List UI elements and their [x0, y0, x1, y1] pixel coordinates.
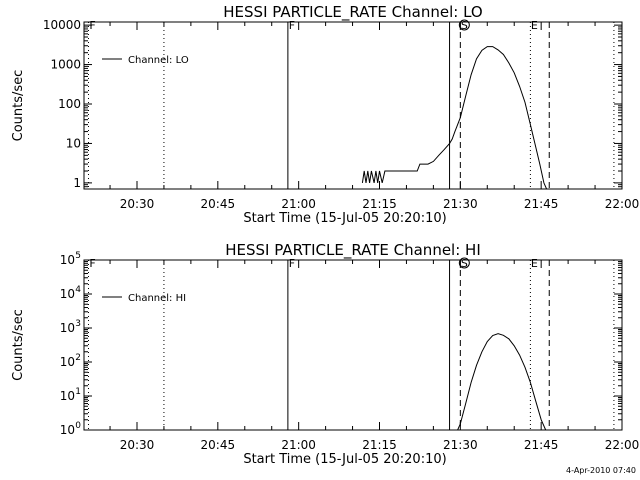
y-axis-label: Counts/sec	[11, 309, 26, 381]
x-tick-label: 20:45	[201, 438, 236, 452]
y-tick-label: 10	[60, 355, 75, 369]
legend-label: Channel: LO	[128, 55, 189, 66]
plot-frame	[83, 259, 623, 431]
x-axis-label: Start Time (15-Jul-05 20:20:10)	[243, 452, 446, 467]
event-marker-label: F	[89, 257, 95, 270]
legend-label: Channel: HI	[128, 293, 186, 304]
x-tick-label: 20:30	[120, 438, 155, 452]
x-tick-label: 21:30	[443, 197, 478, 211]
x-tick-label: 21:15	[362, 438, 397, 452]
event-marker-label: F	[89, 19, 95, 32]
chart-title: HESSI PARTICLE_RATE Channel: LO	[223, 3, 482, 22]
y-tick-exponent: 5	[75, 251, 81, 261]
y-tick-label: 10	[60, 287, 75, 301]
y-tick-label: 10	[60, 253, 75, 267]
event-marker-label: S	[461, 257, 468, 270]
y-tick-exponent: 4	[75, 285, 81, 295]
y-axis-label: Counts/sec	[11, 70, 26, 142]
series-line-hi	[457, 333, 547, 431]
y-tick-label: 10	[60, 321, 75, 335]
x-tick-label: 21:30	[443, 438, 478, 452]
y-tick-label: 1000	[50, 58, 81, 72]
y-tick-label: 10	[60, 423, 75, 437]
x-tick-label: 20:45	[201, 197, 236, 211]
x-tick-label: 21:15	[362, 197, 397, 211]
start-marker-circle	[458, 19, 470, 31]
series-line-lo	[361, 46, 548, 190]
y-tick-exponent: 0	[75, 421, 81, 431]
x-tick-label: 22:00	[605, 197, 640, 211]
y-tick-label: 1	[73, 176, 81, 190]
plot-timestamp: 4-Apr-2010 07:40	[566, 466, 636, 475]
x-tick-label: 20:30	[120, 197, 155, 211]
plot-frame	[83, 21, 623, 190]
x-tick-label: 21:00	[281, 438, 316, 452]
y-tick-label: 10	[60, 389, 75, 403]
y-tick-exponent: 3	[75, 319, 81, 329]
event-marker-label: F	[289, 257, 295, 270]
chart-title: HESSI PARTICLE_RATE Channel: HI	[225, 241, 481, 260]
y-tick-label: 100	[58, 97, 81, 111]
x-axis-label: Start Time (15-Jul-05 20:20:10)	[243, 211, 446, 226]
y-tick-exponent: 1	[75, 387, 81, 397]
y-tick-exponent: 2	[75, 353, 81, 363]
event-marker-label: E	[531, 19, 538, 32]
y-tick-label: 10	[66, 136, 81, 150]
event-marker-label: S	[461, 19, 468, 32]
x-tick-label: 21:45	[524, 197, 559, 211]
start-marker-circle	[458, 257, 470, 269]
x-tick-label: 22:00	[605, 438, 640, 452]
x-tick-label: 21:45	[524, 438, 559, 452]
chart-panel-hi: HESSI PARTICLE_RATE Channel: HI 20:30 20:4…	[11, 241, 639, 467]
event-marker-label: E	[531, 257, 538, 270]
event-marker-label: F	[289, 19, 295, 32]
y-tick-label: 10000	[43, 18, 81, 32]
x-tick-label: 21:00	[281, 197, 316, 211]
chart-panel-lo: HESSI PARTICLE_RATE Channel: LO 20:30 20:4…	[11, 3, 639, 226]
